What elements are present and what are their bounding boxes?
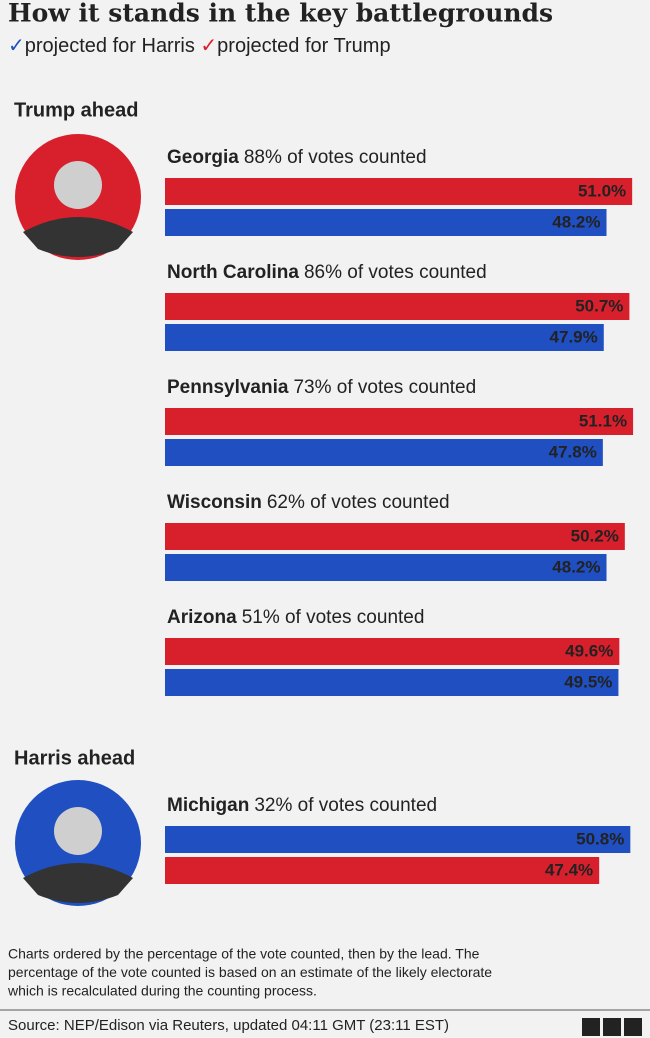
bar [165,324,604,351]
group-heading: Trump ahead [14,99,138,121]
bar [165,408,634,435]
bar [165,554,607,581]
value-label: 48.2% [552,557,600,576]
logo-letter: B [586,1019,595,1034]
portrait-head [54,161,102,209]
state-name: Pennsylvania [167,377,289,398]
portrait-body [23,217,133,257]
portrait-body [23,863,133,903]
value-label: 50.7% [575,296,623,315]
value-label: 47.8% [549,442,597,461]
state-label: Arizona 51% of votes counted [167,607,424,628]
bar [165,669,619,696]
logo-box [582,1018,600,1036]
group-heading: Harris ahead [14,747,135,769]
bar [165,826,631,853]
votes-counted: 86% of votes counted [304,262,487,283]
footnote: which is recalculated during the countin… [7,983,317,999]
legend-label: projected for Harris [25,35,195,57]
bar [165,523,625,550]
state-label: Georgia 88% of votes counted [167,147,427,168]
logo-letter: C [628,1019,638,1034]
bar [165,638,620,665]
footnote: percentage of the vote counted is based … [8,964,492,980]
votes-counted: 62% of votes counted [267,492,450,513]
value-label: 49.5% [564,672,612,691]
legend: ✓projected for Harris ✓projected for Tru… [8,35,391,57]
votes-counted: 32% of votes counted [254,795,437,816]
state-label: Michigan 32% of votes counted [167,795,437,816]
votes-counted: 51% of votes counted [242,607,425,628]
state-name: Michigan [167,795,249,816]
logo-box [603,1018,621,1036]
value-label: 50.2% [571,526,619,545]
votes-counted: 73% of votes counted [293,377,476,398]
portrait-head [54,807,102,855]
legend-label: projected for Trump [217,35,390,57]
bar [165,209,607,236]
value-label: 49.6% [565,641,613,660]
source: Source: NEP/Edison via Reuters, updated … [8,1017,449,1034]
votes-counted: 88% of votes counted [244,147,427,168]
state-name: Wisconsin [167,492,262,513]
state-name: Georgia [167,147,239,168]
value-label: 51.1% [579,411,627,430]
legend-mark: ✓ [200,35,217,57]
bar [165,857,600,884]
legend-mark: ✓ [8,35,25,57]
state-name: Arizona [167,607,237,628]
value-label: 47.9% [550,327,598,346]
state-label: North Carolina 86% of votes counted [167,262,487,283]
footnote: Charts ordered by the percentage of the … [8,946,480,962]
bar [165,439,603,466]
state-name: North Carolina [167,262,299,283]
logo-letter: B [607,1019,616,1034]
state-label: Wisconsin 62% of votes counted [167,492,450,513]
bar [165,178,633,205]
bar [165,293,630,320]
logo-box [624,1018,642,1036]
value-label: 50.8% [576,829,624,848]
value-label: 51.0% [578,181,626,200]
value-label: 48.2% [552,212,600,231]
value-label: 47.4% [545,860,593,879]
state-label: Pennsylvania 73% of votes counted [167,377,476,398]
title: How it stands in the key battlegrounds [8,0,553,28]
